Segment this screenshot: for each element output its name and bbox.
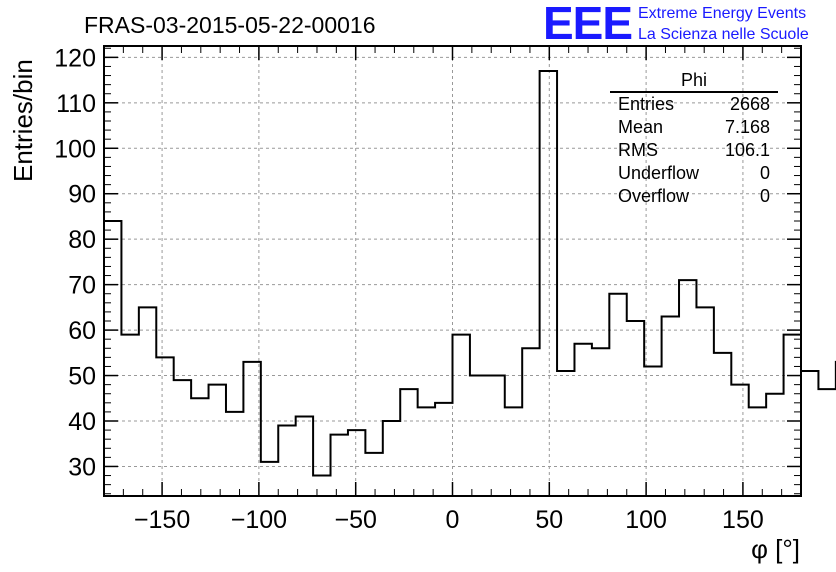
- histogram-bin: [296, 416, 313, 496]
- x-axis-label: φ [°]: [751, 534, 800, 564]
- stats-value: 106.1: [724, 140, 770, 160]
- histogram-bin: [592, 348, 609, 496]
- histogram-bin: [470, 376, 487, 496]
- histogram-bin: [104, 221, 121, 496]
- x-tick-label: 0: [446, 506, 460, 534]
- histogram-bin: [784, 335, 801, 496]
- histogram-bin: [383, 421, 400, 496]
- histogram-bin: [801, 371, 818, 496]
- histogram-bin: [331, 435, 348, 496]
- stats-label: Underflow: [618, 163, 700, 183]
- histogram-bin: [243, 362, 260, 496]
- histogram-bin: [574, 344, 591, 496]
- stats-value: 0: [759, 163, 770, 183]
- histogram-bin: [156, 357, 173, 496]
- stats-value: 0: [759, 186, 770, 206]
- y-tick-label: 90: [68, 181, 96, 209]
- histogram-line: [104, 70, 836, 477]
- histogram-bin: [313, 476, 330, 496]
- histogram-bin: [644, 366, 661, 496]
- histogram-bin: [226, 412, 243, 496]
- stats-row-underflow: Underflow 0: [610, 162, 778, 185]
- histogram-bin: [505, 407, 522, 496]
- histogram-bin: [453, 335, 470, 496]
- histogram-bin: [487, 376, 504, 496]
- y-tick-label: 40: [68, 408, 96, 436]
- histogram-bin: [278, 426, 295, 496]
- logo-line-2: La Scienza nelle Scuole: [638, 26, 809, 43]
- histogram-bin: [348, 430, 365, 496]
- histogram-bin: [731, 385, 748, 496]
- stats-row-overflow: Overflow 0: [610, 185, 778, 208]
- stats-row-entries: Entries 2668: [610, 93, 778, 116]
- stats-box: Phi Entries 2668 Mean 7.168 RMS 106.1 Un…: [610, 70, 778, 208]
- x-tick-label: −100: [231, 506, 287, 534]
- y-tick-label: 110: [56, 90, 96, 118]
- histogram-bin: [209, 385, 226, 496]
- stats-value: 7.168: [724, 117, 770, 137]
- stats-row-mean: Mean 7.168: [610, 116, 778, 139]
- histogram-bin: [365, 453, 382, 496]
- stats-label: Mean: [618, 117, 664, 137]
- x-tick-label: 50: [535, 506, 563, 534]
- chart-title: FRAS-03-2015-05-22-00016: [84, 12, 376, 38]
- histogram-bin: [139, 307, 156, 496]
- y-tick-label: 30: [68, 453, 96, 481]
- stats-row-rms: RMS 106.1: [610, 139, 778, 162]
- histogram-bin: [400, 389, 417, 496]
- y-tick-label: 80: [68, 226, 96, 254]
- x-tick-label: −150: [134, 506, 190, 534]
- x-tick-label: 100: [625, 506, 667, 534]
- histogram-bin: [557, 371, 574, 496]
- x-tick-label: 150: [722, 506, 764, 534]
- stats-value: 2668: [729, 94, 770, 114]
- histogram-bin: [435, 403, 452, 496]
- histogram-bin: [679, 280, 696, 496]
- histogram-bin: [522, 348, 539, 496]
- y-axis-label: Entries/bin: [8, 59, 38, 182]
- stats-label: RMS: [618, 140, 658, 160]
- histogram-bin: [749, 407, 766, 496]
- histogram-bin: [766, 394, 783, 496]
- stats-label: Overflow: [618, 186, 690, 206]
- logo-line-1: Extreme Energy Events: [638, 5, 807, 22]
- eee-logo: EEE: [543, 0, 633, 49]
- histogram-bin: [714, 353, 731, 496]
- histogram-bin: [174, 380, 191, 496]
- y-tick-label: 60: [68, 317, 96, 345]
- histogram-bin: [121, 335, 138, 496]
- y-tick-label: 70: [68, 272, 96, 300]
- histogram-bin: [818, 389, 835, 496]
- histogram-bin: [662, 316, 679, 496]
- histogram-bin: [191, 398, 208, 496]
- y-tick-label: 100: [54, 135, 96, 163]
- stats-label: Entries: [618, 94, 675, 114]
- y-tick-label: 50: [68, 363, 96, 391]
- histogram-bin: [609, 294, 626, 496]
- y-tick-label: 120: [54, 44, 96, 72]
- histogram-bin: [261, 462, 278, 496]
- histogram-bin: [627, 321, 644, 496]
- histogram-bin: [418, 407, 435, 496]
- x-tick-label: −50: [334, 506, 376, 534]
- histogram-bin: [540, 71, 557, 496]
- stats-title: Phi: [610, 70, 778, 93]
- histogram-bin: [696, 307, 713, 496]
